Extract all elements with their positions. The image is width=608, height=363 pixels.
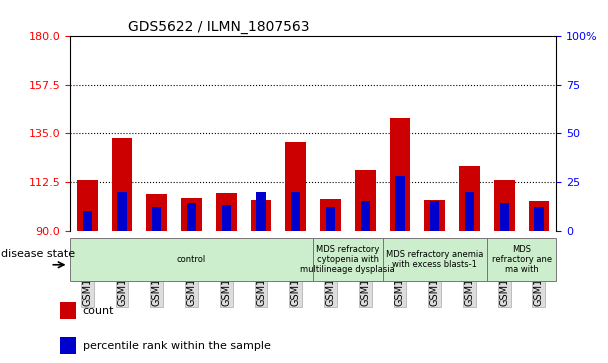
Bar xyxy=(382,238,487,281)
Bar xyxy=(152,207,162,231)
Text: control: control xyxy=(177,255,206,264)
Text: disease state: disease state xyxy=(1,249,75,259)
Bar xyxy=(500,203,509,231)
Bar xyxy=(494,180,514,231)
Bar xyxy=(361,201,370,231)
Bar xyxy=(70,238,313,281)
Bar xyxy=(77,180,98,231)
Bar xyxy=(112,138,133,231)
Bar xyxy=(250,200,271,231)
Text: MDS refractory
cytopenia with
multilineage dysplasia: MDS refractory cytopenia with multilinea… xyxy=(300,245,395,274)
Bar xyxy=(528,201,550,231)
Bar xyxy=(465,192,474,231)
Bar xyxy=(221,205,231,231)
Bar xyxy=(147,194,167,231)
Bar xyxy=(285,142,306,231)
Bar xyxy=(291,192,300,231)
Bar xyxy=(117,192,126,231)
Bar xyxy=(487,238,556,281)
Bar xyxy=(216,193,237,231)
Bar xyxy=(313,238,382,281)
Text: MDS refractory anemia
with excess blasts-1: MDS refractory anemia with excess blasts… xyxy=(386,250,483,269)
Bar xyxy=(430,201,440,231)
Bar xyxy=(187,203,196,231)
Bar xyxy=(320,199,341,231)
Text: GDS5622 / ILMN_1807563: GDS5622 / ILMN_1807563 xyxy=(128,20,310,34)
Bar xyxy=(534,207,544,231)
Text: count: count xyxy=(83,306,114,316)
Bar xyxy=(326,207,335,231)
Bar xyxy=(395,176,405,231)
Bar xyxy=(424,200,445,231)
Bar xyxy=(390,118,410,231)
Text: percentile rank within the sample: percentile rank within the sample xyxy=(83,340,271,351)
Bar xyxy=(60,337,76,354)
Bar xyxy=(459,166,480,231)
Bar xyxy=(257,192,266,231)
Text: MDS
refractory ane
ma with: MDS refractory ane ma with xyxy=(491,245,551,274)
Bar xyxy=(181,198,202,231)
Bar xyxy=(60,302,76,319)
Bar xyxy=(355,170,376,231)
Bar xyxy=(83,211,92,231)
